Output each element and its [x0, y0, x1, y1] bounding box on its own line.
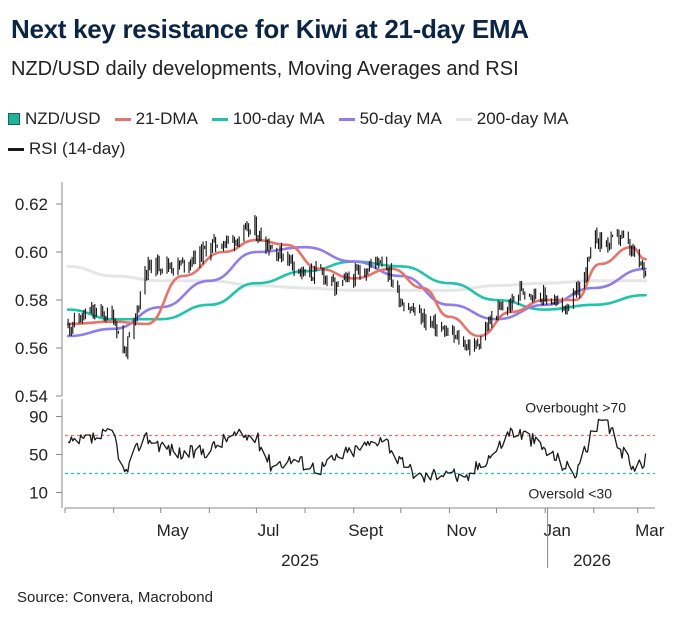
- legend-item: 100-day MA: [211, 109, 325, 129]
- x-month-label: Nov: [446, 521, 477, 540]
- overbought-label: Overbought >70: [525, 400, 626, 416]
- x-month-label: Sept: [348, 521, 383, 540]
- price-tick-label: 0.54: [15, 387, 48, 406]
- x-month-label: May: [157, 521, 190, 540]
- page-subtitle: NZD/USD daily developments, Moving Avera…: [11, 58, 519, 80]
- x-year-label: 2026: [573, 551, 611, 570]
- legend-swatch: [211, 117, 228, 121]
- legend-item: NZD/USD: [8, 109, 101, 129]
- legend-label: 100-day MA: [232, 109, 325, 128]
- legend-swatch: [8, 147, 24, 151]
- legend-label: 21-DMA: [135, 109, 198, 128]
- legend-swatch: [338, 117, 355, 121]
- ma-line-200-day-ma: [66, 264, 648, 292]
- rsi-tick-label: 90: [29, 408, 48, 427]
- legend-item: 50-day MA: [338, 109, 442, 129]
- legend-label: RSI (14-day): [29, 139, 126, 158]
- rsi-tick-label: 50: [29, 446, 48, 465]
- legend-label: NZD/USD: [25, 109, 101, 128]
- price-tick-label: 0.60: [15, 243, 48, 262]
- legend-swatch: [8, 113, 20, 125]
- legend-item: RSI (14-day): [8, 139, 125, 159]
- oversold-label: Oversold <30: [528, 486, 612, 502]
- legend-row: RSI (14-day): [8, 134, 673, 164]
- x-year-label: 2025: [281, 551, 319, 570]
- legend-label: 50-day MA: [359, 109, 442, 128]
- rsi-line: [67, 418, 647, 483]
- x-month-label: Jul: [258, 521, 280, 540]
- ma-line-21-dma: [66, 238, 647, 338]
- legend-row: NZD/USD 21-DMA 100-day MA 50-day MA 200-day …: [8, 104, 673, 134]
- chart-legend: NZD/USD 21-DMA 100-day MA 50-day MA 200-day …: [8, 104, 673, 164]
- chart: 0.62 0.60 0.58 0.56 0.54 90 50 10 Overbought >70…: [15, 182, 665, 570]
- price-tick-label: 0.56: [15, 339, 48, 358]
- legend-item: 200-day MA: [455, 109, 569, 129]
- price-tick-label: 0.58: [15, 291, 48, 310]
- price-tick-label: 0.62: [15, 195, 48, 214]
- x-month-label: Mar: [635, 521, 665, 540]
- legend-swatch: [114, 117, 131, 121]
- source-note: Source: Convera, Macrobond: [17, 589, 213, 606]
- legend-label: 200-day MA: [476, 109, 569, 128]
- legend-item: 21-DMA: [114, 109, 198, 129]
- legend-swatch: [455, 117, 472, 121]
- rsi-tick-label: 10: [29, 484, 48, 503]
- page-title: Next key resistance for Kiwi at 21-day E…: [11, 14, 529, 44]
- x-month-label: Jan: [543, 521, 570, 540]
